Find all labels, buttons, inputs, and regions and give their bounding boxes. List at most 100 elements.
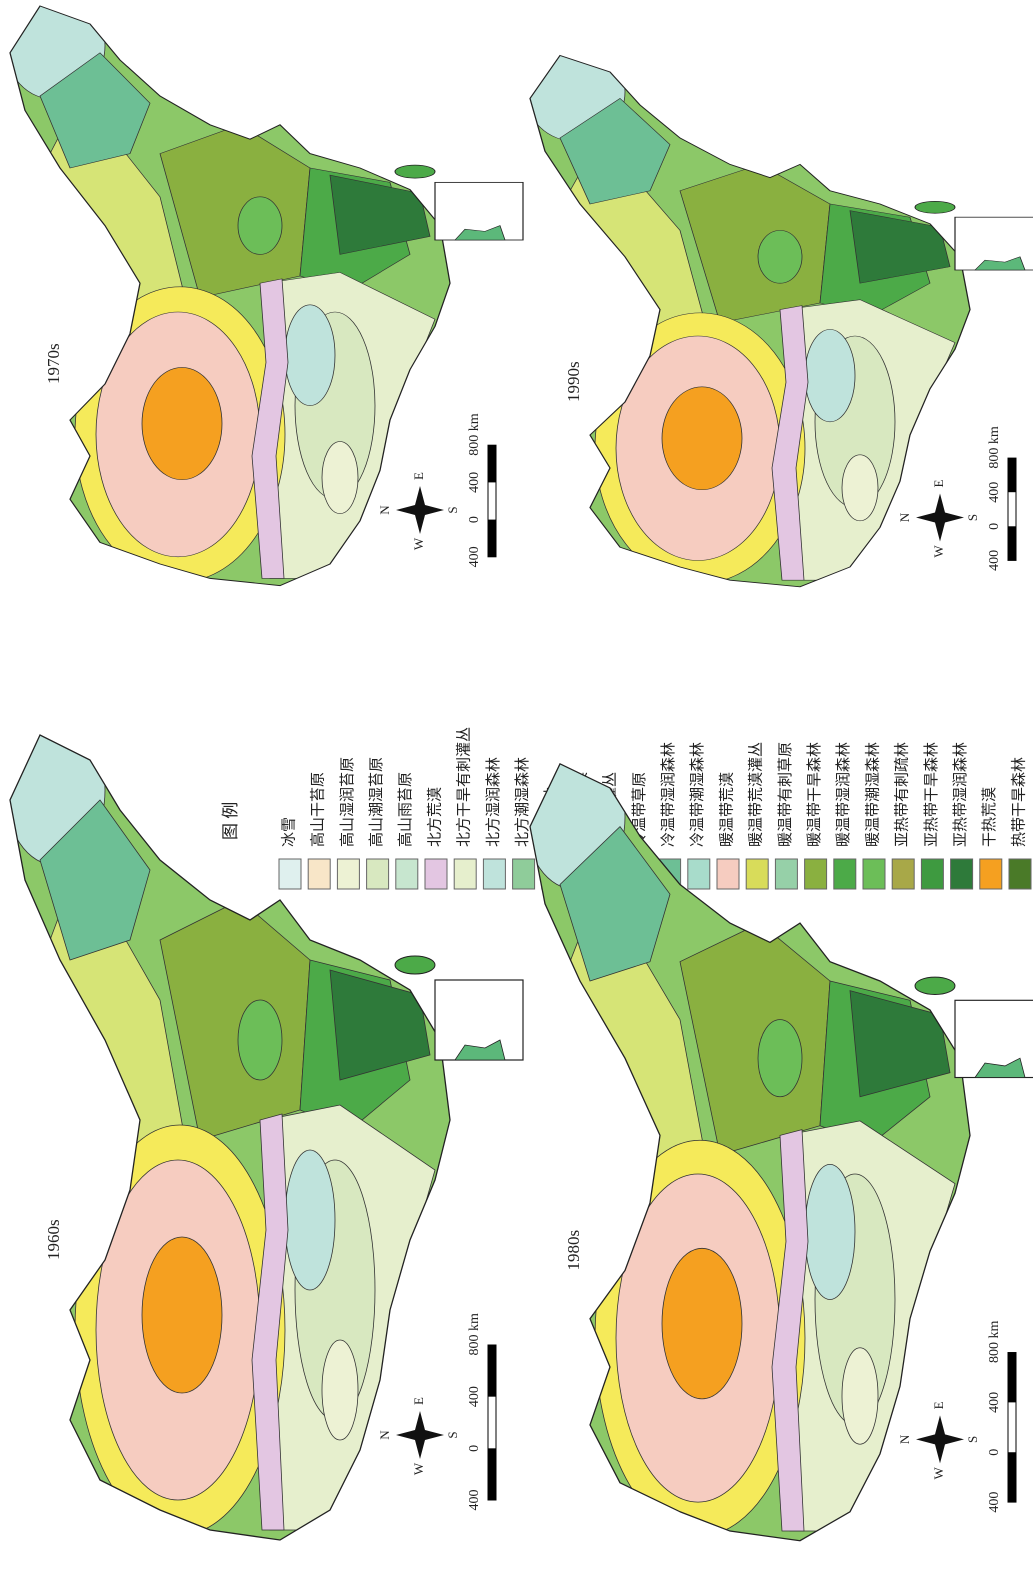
map-title: 1990s: [564, 361, 583, 402]
scale-bar-segment: [488, 520, 496, 557]
legend-swatch: [980, 859, 1002, 889]
island: [395, 165, 435, 178]
scale-label: 400: [467, 1386, 482, 1407]
vegetation-zone: [142, 367, 222, 479]
map-title: 1960s: [44, 1219, 63, 1260]
vegetation-zone: [662, 1248, 742, 1399]
compass-label: W: [411, 1462, 426, 1475]
compass-label: N: [377, 1430, 392, 1440]
compass-label: S: [445, 1431, 460, 1438]
legend-swatch: [337, 859, 359, 889]
scale-bar-segment: [488, 445, 496, 482]
legend-swatch: [308, 859, 330, 889]
legend-label: 亚热带有刺疏林: [894, 742, 911, 847]
compass-label: S: [445, 506, 460, 513]
island: [395, 956, 435, 974]
scale-bar-segment: [1008, 1353, 1016, 1403]
scale-bar-segment: [488, 1448, 496, 1500]
legend-label: 冷温带潮湿森林: [689, 742, 706, 847]
scale-label: 400: [987, 550, 1002, 571]
legend-swatch: [892, 859, 914, 889]
legend-label: 暖温带潮湿森林: [864, 742, 881, 847]
map-title: 1970s: [44, 343, 63, 384]
vegetation-zone: [142, 1237, 222, 1393]
compass-label: W: [931, 545, 946, 558]
vegetation-zone: [758, 1020, 802, 1097]
legend-swatch: [951, 859, 973, 889]
scale-label: 800: [467, 435, 482, 456]
scale-bar-segment: [1008, 526, 1016, 560]
vegetation-zone: [662, 387, 742, 490]
compass-label: W: [931, 1467, 946, 1480]
island: [915, 977, 955, 994]
legend-label: 高山雨苔原: [397, 772, 414, 847]
vegetation-zone: [285, 1150, 335, 1290]
legend-swatch: [279, 859, 301, 889]
vegetation-zone: [758, 230, 802, 283]
scale-label: 400: [987, 1492, 1002, 1513]
scale-bar-segment: [1008, 1452, 1016, 1502]
vegetation-zone: [805, 329, 855, 421]
scale-bar-segment: [1008, 458, 1016, 492]
scale-label: 400: [987, 1392, 1002, 1413]
scale-label: 0: [987, 523, 1002, 530]
legend-swatch: [775, 859, 797, 889]
legend-label: 干热荒漠: [981, 787, 998, 847]
scale-label: 800: [987, 448, 1002, 469]
legend-swatch: [1009, 859, 1031, 889]
legend-label: 亚热带干旱森林: [923, 742, 940, 847]
legend-title: 图 例: [221, 802, 240, 840]
compass-label: S: [965, 1436, 980, 1443]
legend-swatch: [805, 859, 827, 889]
vegetation-zone: [285, 305, 335, 406]
legend-label: 北方干旱有刺灌丛: [456, 727, 473, 847]
legend-label: 北方湿润森林: [485, 757, 502, 847]
legend-swatch: [921, 859, 943, 889]
figure: 图 例 冰雪高山干苔原高山湿润苔原高山潮湿苔原高山雨苔原北方荒漠北方干旱有刺灌丛…: [0, 0, 1033, 1577]
scale-unit: km: [467, 413, 482, 431]
legend-label: 暖温带湿润森林: [835, 742, 852, 847]
legend-label: 北方潮湿森林: [514, 757, 531, 847]
scale-label: 400: [987, 482, 1002, 503]
scale-label: 0: [987, 1449, 1002, 1456]
legend-swatch: [454, 859, 476, 889]
legend-label: 冰雪: [280, 817, 297, 847]
legend-swatch: [717, 859, 739, 889]
compass-label: W: [411, 537, 426, 550]
rotated-figure: 图 例 冰雪高山干苔原高山湿润苔原高山潮湿苔原高山雨苔原北方荒漠北方干旱有刺灌丛…: [5, 0, 1033, 1560]
legend-swatch: [513, 859, 535, 889]
map-title: 1980s: [564, 1230, 583, 1271]
compass-rose: [916, 494, 964, 542]
legend-swatch: [425, 859, 447, 889]
legend-label: 北方荒漠: [426, 787, 443, 847]
vegetation-zone: [238, 1000, 282, 1080]
compass-rose: [396, 1411, 444, 1459]
legend-label: 高山湿润苔原: [339, 757, 356, 847]
compass-rose: [396, 486, 444, 534]
scale-bar-segment: [488, 1345, 496, 1397]
legend-swatch: [396, 859, 418, 889]
legend-label: 暖温带干旱森林: [806, 742, 823, 847]
compass-label: E: [411, 472, 426, 480]
compass-label: E: [931, 1401, 946, 1409]
island: [915, 201, 955, 213]
scale-label: 800: [987, 1342, 1002, 1363]
legend-label: 高山潮湿苔原: [368, 757, 385, 847]
scale-label: 400: [467, 546, 482, 567]
legend-label: 冷温带湿润森林: [660, 742, 677, 847]
compass-label: N: [897, 512, 912, 522]
scale-label: 0: [467, 1445, 482, 1452]
legend-swatch: [746, 859, 768, 889]
scale-label: 400: [467, 472, 482, 493]
vegetation-zone: [322, 1340, 358, 1440]
compass-label: E: [411, 1397, 426, 1405]
legend-swatch: [367, 859, 389, 889]
compass-label: N: [377, 505, 392, 515]
scale-unit: km: [467, 1313, 482, 1331]
compass-label: E: [931, 479, 946, 487]
legend-label: 暖温带荒漠: [718, 772, 735, 847]
legend-label: 暖温带荒漠灌丛: [748, 742, 765, 847]
